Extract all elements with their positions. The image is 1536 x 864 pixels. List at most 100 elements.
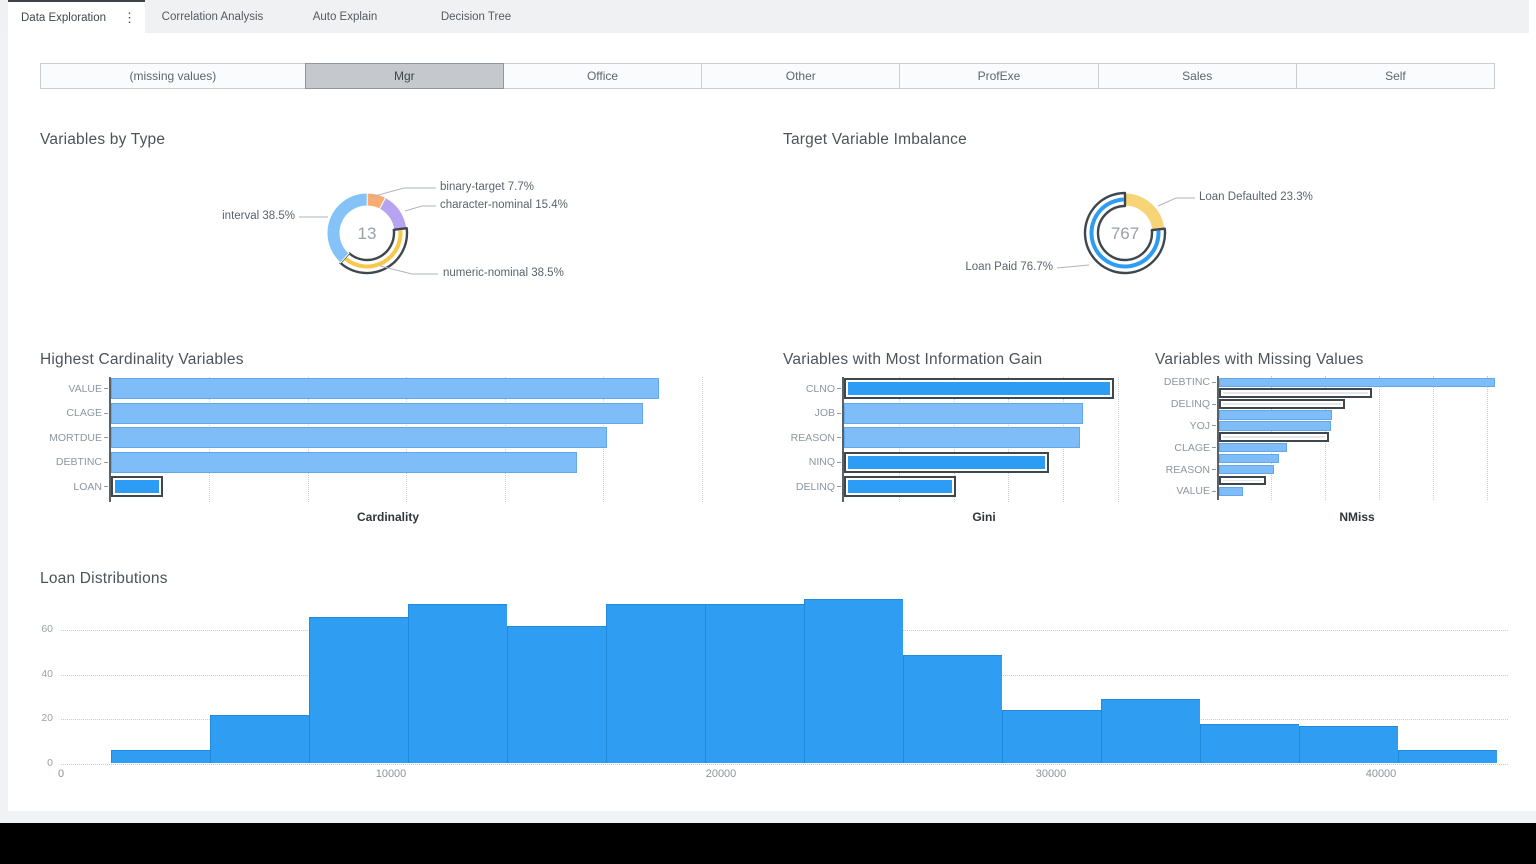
bar-nmiss-debtinc-highlighted[interactable] — [1219, 388, 1372, 398]
histogram-bin-31500[interactable] — [1100, 699, 1200, 764]
x-tick-label-0: 0 — [57, 767, 65, 780]
y-gridline-0 — [61, 763, 1508, 765]
filter-button-missing-values[interactable]: (missing values) — [40, 63, 306, 89]
histogram-bin-40500[interactable] — [1397, 750, 1497, 764]
bar-gini-reason[interactable] — [844, 427, 1081, 448]
donut-leader-line — [1056, 264, 1090, 269]
bar-nmiss-value-plain[interactable] — [1219, 486, 1244, 497]
window-frame-bottom — [0, 811, 1536, 823]
bar-gini-delinq[interactable] — [844, 476, 957, 497]
bar-nmiss-reason-plain[interactable] — [1219, 464, 1275, 475]
tab-label: Decision Tree — [440, 10, 512, 23]
axis-tick — [837, 412, 841, 414]
donut-label-numeric-nominal: numeric-nominal 38.5% — [443, 267, 564, 279]
tab-data-exploration[interactable]: Data Exploration ⋮ — [8, 0, 145, 33]
category-label-delinq: DELINQ — [795, 480, 835, 493]
axis-tick — [104, 412, 108, 414]
bar-nmiss-reason-highlighted[interactable] — [1219, 475, 1267, 486]
bar-cardinality-loan[interactable] — [111, 476, 163, 497]
bar-cardinality-debtinc[interactable] — [111, 451, 577, 473]
bar-gini-job[interactable] — [844, 402, 1083, 424]
filter-button-profexe[interactable]: ProfExe — [899, 63, 1099, 89]
filter-button-other[interactable]: Other — [701, 63, 901, 89]
axis-tick — [837, 388, 841, 389]
donut-label-loan-defaulted: Loan Defaulted 23.3% — [1199, 191, 1313, 203]
bar-gini-clno[interactable] — [844, 378, 1114, 399]
histogram-bin-25500[interactable] — [902, 654, 1002, 764]
category-label-debtinc: DEBTINC — [1163, 376, 1210, 389]
chart-title-target-imbalance: Target Variable Imbalance — [783, 131, 967, 148]
filter-button-office[interactable]: Office — [502, 63, 703, 89]
bar-cardinality-value[interactable] — [111, 378, 659, 399]
tab-decision-tree[interactable]: Decision Tree — [410, 0, 542, 33]
bar-nmiss-yoj-highlighted[interactable] — [1219, 432, 1329, 442]
axis-tick — [837, 461, 841, 463]
bar-cardinality-mortdue[interactable] — [111, 427, 608, 448]
histogram-bin-1500[interactable] — [110, 750, 210, 764]
gridline — [701, 377, 703, 502]
tab-menu-icon[interactable]: ⋮ — [123, 10, 136, 25]
donut-charts-svg — [299, 187, 1195, 275]
histogram-bin-10500[interactable] — [407, 603, 507, 764]
histogram-bin-7500[interactable] — [308, 616, 408, 764]
bar-nmiss-yoj-plain[interactable] — [1219, 421, 1332, 431]
histogram-bin-16500[interactable] — [605, 603, 705, 764]
histogram-bin-28500[interactable] — [1001, 710, 1101, 764]
category-label-value: VALUE — [1176, 485, 1210, 498]
filter-button-mgr[interactable]: Mgr — [304, 63, 504, 89]
gridline — [1118, 377, 1119, 502]
axis-tick — [1212, 403, 1216, 405]
bar-nmiss-delinq-highlighted[interactable] — [1219, 399, 1345, 409]
x-axis-label-nmiss: NMiss — [1339, 510, 1375, 524]
y-tick-label-60: 60 — [41, 623, 53, 636]
tab-label: Data Exploration — [21, 11, 107, 24]
histogram-bin-19500[interactable] — [704, 603, 804, 764]
axis-tick — [104, 437, 108, 438]
axis-tick — [104, 461, 108, 463]
gridline — [1487, 375, 1488, 500]
donut-leader-line — [1157, 197, 1195, 207]
category-label-reason: REASON — [790, 431, 835, 444]
y-tick-label-20: 20 — [41, 712, 53, 725]
histogram-bin-22500[interactable] — [803, 599, 903, 764]
filter-button-sales[interactable]: Sales — [1097, 63, 1297, 89]
x-axis-label-cardinality: Cardinality — [356, 510, 419, 524]
bar-nmiss-clage-plain[interactable] — [1219, 453, 1279, 464]
donut-label-loan-paid: Loan Paid 76.7% — [965, 261, 1053, 273]
bar-nmiss-clage-plain[interactable] — [1219, 442, 1287, 453]
histogram-bin-34500[interactable] — [1199, 723, 1299, 764]
donut-slice-interval[interactable] — [326, 192, 368, 264]
tab-label: Auto Explain — [312, 10, 378, 23]
donut-slice-numeric-nominal-highlight[interactable] — [344, 230, 403, 269]
donut-center-count: 767 — [1110, 224, 1140, 243]
gridline — [1433, 375, 1434, 500]
axis-tick — [104, 388, 108, 389]
filter-button-self[interactable]: Self — [1295, 63, 1496, 89]
category-label-yoj: YOJ — [1189, 419, 1210, 432]
category-label-ninq: NINQ — [808, 456, 835, 468]
bar-gini-ninq[interactable] — [844, 451, 1050, 473]
bar-cardinality-clage[interactable] — [111, 402, 643, 424]
tab-auto-explain[interactable]: Auto Explain — [280, 0, 410, 33]
tab-correlation-analysis[interactable]: Correlation Analysis — [145, 0, 280, 33]
chart-title-missing-values: Variables with Missing Values — [1155, 351, 1364, 368]
y-tick-label-40: 40 — [41, 667, 53, 680]
histogram-bin-13500[interactable] — [506, 625, 606, 764]
x-axis-label-gini: Gini — [972, 510, 996, 524]
category-label-clno: CLNO — [805, 382, 835, 395]
x-tick-label-40000: 40000 — [1365, 767, 1397, 780]
donut-slice-loan-paid[interactable] — [1083, 191, 1167, 275]
category-label-value: VALUE — [68, 382, 102, 395]
y-axis-line — [1217, 375, 1219, 500]
y-tick-label-0: 0 — [47, 756, 53, 769]
category-label-debtinc: DEBTINC — [55, 456, 102, 468]
bar-nmiss-debtinc-plain[interactable] — [1219, 377, 1495, 388]
histogram-bin-4500[interactable] — [209, 714, 309, 764]
bar-nmiss-delinq-plain[interactable] — [1219, 410, 1332, 420]
axis-tick — [1212, 490, 1216, 492]
screen-letterbox — [0, 823, 1536, 864]
histogram-bin-37500[interactable] — [1298, 725, 1398, 764]
axis-tick — [1212, 447, 1216, 449]
category-label-delinq: DELINQ — [1170, 398, 1210, 411]
